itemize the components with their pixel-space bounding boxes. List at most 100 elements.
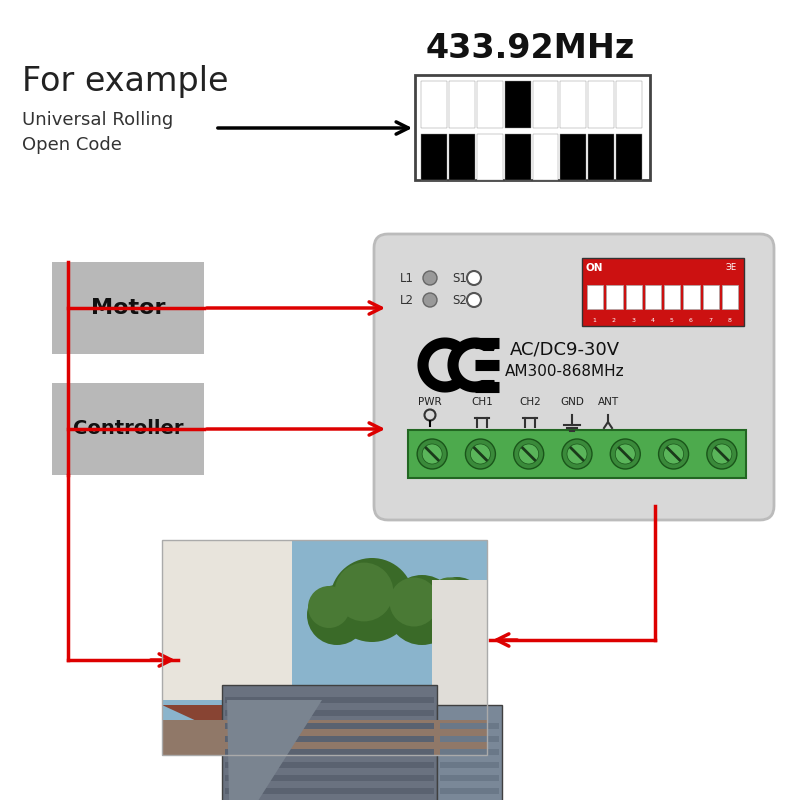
Circle shape [610, 439, 640, 469]
Bar [225, 723, 434, 729]
Circle shape [615, 444, 635, 464]
Circle shape [470, 444, 490, 464]
Bar [664, 285, 680, 309]
Bar [606, 285, 622, 309]
Text: Universal Rolling: Universal Rolling [22, 111, 174, 129]
Bar [437, 705, 502, 800]
Bar [560, 81, 586, 127]
Bar [588, 81, 614, 127]
Text: 433.92MHz: 433.92MHz [426, 31, 634, 65]
Bar [477, 81, 502, 127]
Circle shape [430, 578, 469, 617]
FancyBboxPatch shape [374, 234, 774, 520]
Bar [440, 749, 499, 755]
Text: PWR: PWR [418, 397, 442, 407]
Bar [162, 540, 487, 755]
Bar [616, 81, 642, 127]
Text: S2: S2 [452, 294, 467, 306]
Bar [533, 81, 558, 127]
Bar [408, 430, 746, 478]
Bar [225, 710, 434, 716]
Text: 8: 8 [727, 318, 731, 323]
Text: ANT: ANT [598, 397, 618, 407]
Bar [52, 262, 204, 354]
Bar [449, 81, 474, 127]
Text: L1: L1 [400, 271, 414, 285]
Text: Motor: Motor [90, 298, 166, 318]
Text: CH2: CH2 [519, 397, 541, 407]
Bar [626, 285, 642, 309]
Bar [588, 134, 614, 180]
Bar [645, 285, 661, 309]
Circle shape [423, 293, 437, 307]
Text: GND: GND [560, 397, 584, 407]
Bar [449, 134, 474, 180]
Bar [225, 749, 434, 755]
Circle shape [467, 293, 481, 307]
Circle shape [390, 578, 438, 626]
Circle shape [514, 439, 544, 469]
Circle shape [567, 444, 587, 464]
Bar [440, 723, 499, 729]
Bar [162, 540, 292, 700]
Text: 1: 1 [593, 318, 597, 323]
Text: CH1: CH1 [471, 397, 493, 407]
Circle shape [663, 444, 683, 464]
Text: 2: 2 [612, 318, 616, 323]
Bar [440, 775, 499, 781]
Bar [440, 762, 499, 768]
Circle shape [518, 444, 538, 464]
Circle shape [417, 439, 447, 469]
Text: ЭE: ЭE [726, 263, 737, 273]
Text: 7: 7 [708, 318, 712, 323]
Circle shape [423, 271, 437, 285]
Circle shape [307, 585, 367, 645]
Bar [225, 788, 434, 794]
Bar [477, 134, 502, 180]
Bar [440, 788, 499, 794]
Bar [533, 134, 558, 180]
Bar [415, 75, 650, 180]
Bar [421, 134, 447, 180]
Bar [225, 736, 434, 742]
Text: 5: 5 [670, 318, 674, 323]
Circle shape [429, 577, 485, 633]
Bar [222, 685, 437, 800]
Bar [587, 285, 603, 309]
Bar [421, 81, 447, 127]
Bar [560, 134, 586, 180]
Bar [162, 720, 487, 755]
Text: For example: For example [22, 66, 229, 98]
Bar [225, 775, 434, 781]
Bar [505, 81, 530, 127]
Bar [582, 258, 744, 326]
Bar [505, 134, 530, 180]
Text: 6: 6 [689, 318, 693, 323]
Text: S1: S1 [452, 271, 467, 285]
Circle shape [334, 562, 394, 622]
Text: AM300-868MHz: AM300-868MHz [505, 365, 625, 379]
Circle shape [562, 439, 592, 469]
Circle shape [712, 444, 732, 464]
Bar [432, 580, 487, 715]
Bar [225, 697, 434, 703]
Polygon shape [162, 705, 292, 735]
Text: AC/DC9-30V: AC/DC9-30V [510, 341, 620, 359]
Bar [616, 134, 642, 180]
Bar [683, 285, 699, 309]
Circle shape [330, 558, 414, 642]
Circle shape [466, 439, 495, 469]
Text: 4: 4 [650, 318, 654, 323]
Circle shape [467, 271, 481, 285]
Circle shape [387, 575, 457, 645]
Text: L2: L2 [400, 294, 414, 306]
Bar [52, 383, 204, 475]
Text: Controller: Controller [73, 419, 183, 438]
Bar [440, 736, 499, 742]
Bar [702, 285, 718, 309]
Text: 3: 3 [631, 318, 635, 323]
Circle shape [422, 444, 442, 464]
Circle shape [308, 586, 350, 628]
Bar [225, 762, 434, 768]
Circle shape [707, 439, 737, 469]
